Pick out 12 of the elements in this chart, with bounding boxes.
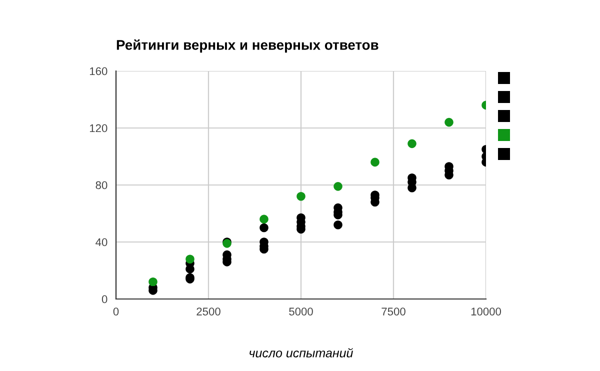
x-tick-label: 10000	[471, 308, 502, 316]
y-tick-label: 160	[90, 67, 108, 76]
y-tick-label: 80	[96, 181, 108, 190]
x-tick-label: 7500	[382, 308, 406, 316]
x-tick-label: 0	[113, 308, 119, 316]
x-axis-title: число испытаний	[250, 348, 353, 358]
x-tick-label: 2500	[196, 308, 220, 316]
y-tick-label: 0	[102, 295, 108, 304]
chart-title: Рейтинги верных и неверных ответов	[116, 39, 378, 53]
y-tick-label: 120	[90, 124, 108, 132]
x-tick-label: 5000	[289, 308, 313, 316]
y-tick-label: 40	[96, 238, 108, 246]
